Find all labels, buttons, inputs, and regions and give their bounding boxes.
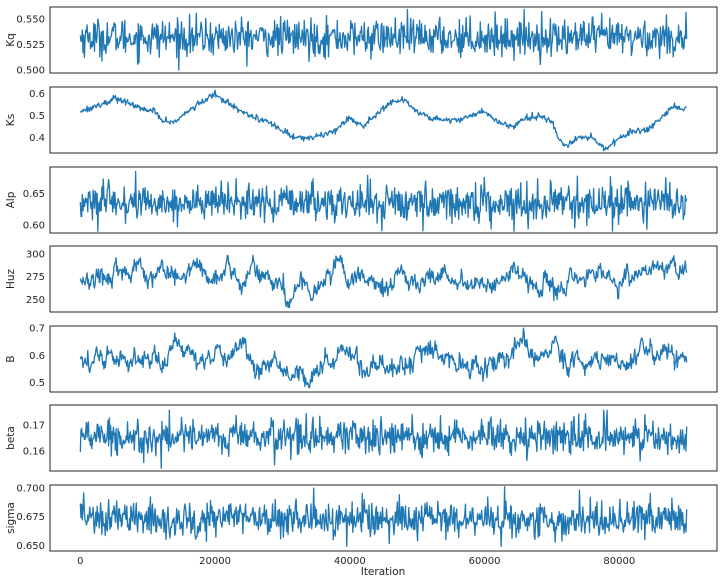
y-axis-label-Alp: Alp [5,191,17,208]
panel-beta: 0.16 0.17 beta [5,404,718,472]
panel-sigma: 0.650 0.675 0.700 sigma 0 20000 40000 60000 8000… [5,483,718,567]
y-tick-label-Huz: 250 [26,295,45,306]
y-tick-label-B: 0.5 [29,378,45,389]
y-tick-label-B: 0.7 [29,324,45,335]
x-tick-label: 0 [77,556,83,567]
y-tick-label-Ks: 0.4 [29,133,45,144]
panel-Alp: 0.60 0.65 Alp [5,166,718,234]
y-axis-label-B: B [5,355,17,362]
x-axis-label: Iteration [361,566,406,578]
x-tick-label: 40000 [334,556,366,567]
y-tick-label-B: 0.6 [29,351,45,362]
trace-line-Ks [79,89,688,152]
x-tick-label: 60000 [469,556,501,567]
trace-line-Kq [79,8,688,71]
x-tick-label: 80000 [603,556,635,567]
y-axis-label-beta: beta [5,426,17,450]
y-tick-label-sigma: 0.675 [16,512,45,523]
axes-frame-beta [49,404,718,472]
y-tick-label-Huz: 275 [26,272,45,283]
y-tick-label-Alp: 0.60 [23,220,45,231]
y-tick-label-Ks: 0.5 [29,111,45,122]
axes-frame-Alp [49,166,718,234]
y-tick-label-Kq: 0.550 [16,15,45,26]
axes-frame-sigma [49,484,718,552]
y-tick-label-Alp: 0.65 [23,189,45,200]
y-axis-label-Kq: Kq [5,33,17,47]
y-tick-label-sigma: 0.700 [16,483,45,494]
axes-frame-B [49,325,718,393]
trace-line-Huz [79,254,688,309]
trace-line-Alp [79,170,688,232]
trace-line-B [79,327,688,389]
trace-line-beta [79,409,688,469]
y-axis-label-Ks: Ks [5,114,17,126]
panel-Ks: 0.4 0.5 0.6 Ks [5,86,718,154]
y-tick-label-Kq: 0.500 [16,65,45,76]
trace-panels: 0.5000.5250.550Kq0.40.50.6Ks0.600.65Alp2… [5,6,718,567]
y-tick-label-Huz: 300 [26,250,45,261]
axes-frame-Kq [49,6,718,74]
trace-line-sigma [79,486,688,548]
y-tick-label-beta: 0.16 [23,447,45,458]
axes-frame-Ks [49,86,718,154]
panel-Kq: 0.500 0.525 0.550 Kq [5,6,718,76]
y-tick-label-Kq: 0.525 [16,40,45,51]
y-axis-label-sigma: sigma [5,502,17,534]
panel-Huz: 250 275 300 Huz [5,245,718,313]
panel-B: 0.5 0.6 0.7 B [5,324,718,393]
y-tick-label-Ks: 0.6 [29,89,45,100]
axes-frame-Huz [49,245,718,313]
y-tick-label-sigma: 0.650 [16,541,45,552]
x-tick-label: 20000 [199,556,231,567]
y-axis-label-Huz: Huz [5,268,17,289]
y-tick-label-beta: 0.17 [23,420,45,431]
